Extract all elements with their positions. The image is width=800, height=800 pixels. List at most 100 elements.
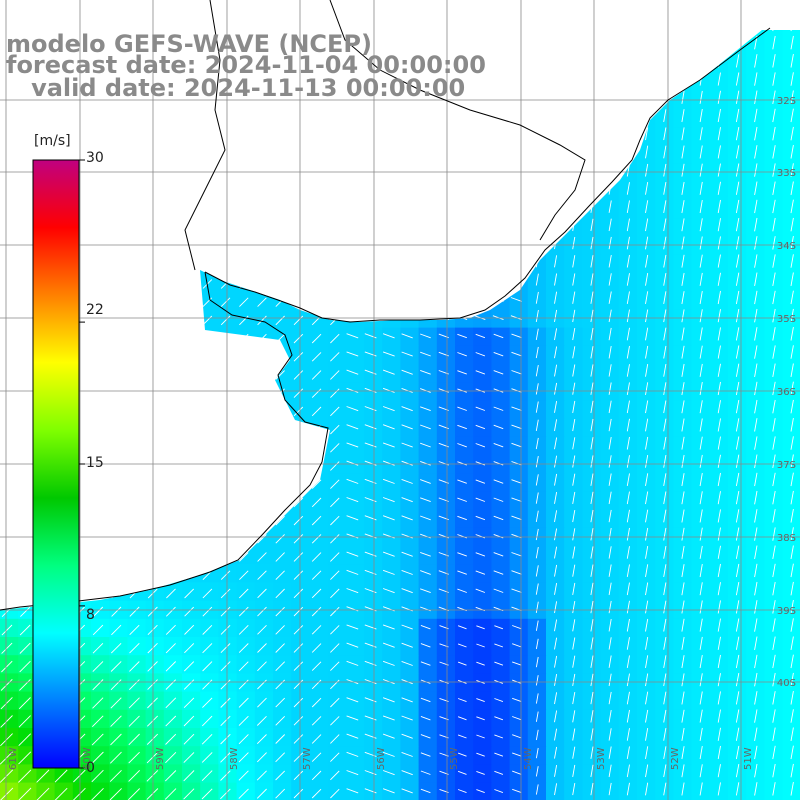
wind-arrow bbox=[790, 90, 794, 104]
lon-label: 52W bbox=[670, 747, 681, 770]
land-area bbox=[0, 0, 800, 610]
wind-arrow bbox=[1, 660, 13, 673]
wind-arrow bbox=[772, 126, 776, 141]
wind-arrow bbox=[572, 236, 576, 250]
wind-arrow bbox=[772, 418, 776, 432]
wind-arrow bbox=[663, 254, 667, 268]
wind-arrow bbox=[554, 655, 558, 668]
wind-arrow bbox=[293, 388, 304, 398]
wind-arrow bbox=[735, 327, 740, 341]
wind-arrow bbox=[590, 637, 594, 650]
wind-arrow bbox=[681, 145, 685, 159]
wind-arrow bbox=[626, 455, 630, 468]
wind-arrow bbox=[275, 315, 285, 326]
wind-arrow bbox=[364, 406, 377, 412]
wind-arrow bbox=[364, 551, 377, 557]
wind-arrow bbox=[330, 443, 340, 453]
wind-arrow bbox=[494, 698, 504, 703]
wind-arrow bbox=[554, 255, 558, 268]
wind-arrow bbox=[382, 770, 395, 776]
wind-arrow bbox=[717, 345, 721, 359]
wind-arrow bbox=[92, 661, 104, 672]
wind-arrow bbox=[420, 734, 431, 739]
wind-arrow bbox=[608, 509, 612, 523]
wind-arrow bbox=[772, 381, 776, 396]
wind-arrow bbox=[699, 145, 703, 159]
wind-arrow bbox=[735, 309, 740, 323]
wind-arrow bbox=[699, 418, 703, 432]
wind-arrow bbox=[790, 108, 794, 123]
wind-arrow bbox=[790, 381, 794, 396]
wind-arrow bbox=[257, 661, 267, 672]
wind-arrow bbox=[420, 788, 431, 794]
wind-arrow bbox=[608, 546, 612, 559]
wind-arrow bbox=[183, 679, 195, 690]
wind-arrow bbox=[772, 272, 776, 286]
wind-arrow bbox=[401, 569, 413, 575]
wind-arrow bbox=[772, 35, 776, 50]
wind-arrow bbox=[493, 497, 504, 502]
wind-arrow bbox=[663, 145, 667, 159]
wind-arrow bbox=[364, 333, 377, 339]
wind-arrow bbox=[626, 564, 630, 577]
wind-arrow bbox=[790, 327, 794, 341]
wind-arrow bbox=[346, 588, 359, 594]
wind-arrow bbox=[572, 382, 576, 395]
wind-arrow bbox=[275, 679, 286, 690]
wind-arrow bbox=[535, 401, 539, 413]
wind-arrow bbox=[330, 497, 340, 508]
wind-arrow bbox=[554, 419, 558, 432]
wind-arrow bbox=[681, 691, 685, 705]
wind-arrow bbox=[699, 163, 703, 177]
wind-arrow bbox=[681, 382, 685, 396]
wind-arrow bbox=[275, 643, 285, 653]
wind-arrow bbox=[608, 728, 612, 741]
wind-arrow bbox=[220, 715, 231, 727]
lon-label: 60W bbox=[82, 747, 93, 770]
wind-arrow bbox=[401, 751, 413, 757]
wind-arrow bbox=[220, 315, 231, 326]
wind-arrow bbox=[457, 789, 467, 794]
wind-arrow bbox=[420, 661, 431, 666]
wind-arrow bbox=[681, 636, 685, 650]
wind-arrow bbox=[238, 752, 249, 763]
wind-arrow bbox=[311, 479, 322, 489]
wind-arrow bbox=[717, 127, 721, 141]
wind-arrow bbox=[311, 625, 322, 635]
wind-arrow bbox=[663, 618, 667, 632]
wind-arrow bbox=[790, 363, 794, 377]
wind-arrow bbox=[572, 528, 576, 541]
wind-arrow bbox=[663, 637, 667, 650]
wind-arrow bbox=[645, 163, 649, 177]
wind-arrow bbox=[699, 564, 703, 578]
wind-arrow bbox=[735, 527, 740, 541]
wind-arrow bbox=[275, 734, 286, 744]
wind-arrow bbox=[663, 691, 667, 705]
lat-label: 40S bbox=[777, 678, 796, 689]
wind-arrow bbox=[420, 406, 431, 412]
wind-arrow bbox=[475, 406, 486, 411]
wind-arrow bbox=[790, 600, 794, 614]
wind-arrow bbox=[608, 418, 612, 432]
wind-arrow bbox=[754, 181, 758, 195]
wind-arrow bbox=[754, 490, 758, 505]
wind-arrow bbox=[754, 272, 758, 286]
wind-arrow bbox=[645, 637, 649, 650]
wind-arrow bbox=[608, 491, 612, 505]
lat-label: 38S bbox=[777, 533, 796, 544]
wind-arrow bbox=[257, 643, 267, 653]
wind-arrow bbox=[535, 419, 539, 431]
wind-arrow bbox=[146, 770, 159, 782]
wind-arrow bbox=[790, 54, 794, 68]
lat-label: 32S bbox=[777, 96, 796, 107]
wind-arrow bbox=[275, 570, 285, 580]
wind-arrow bbox=[109, 751, 122, 764]
wind-arrow bbox=[590, 236, 594, 250]
wind-arrow bbox=[330, 370, 340, 380]
wind-arrow bbox=[382, 588, 395, 594]
wind-arrow bbox=[645, 618, 649, 632]
wind-arrow bbox=[457, 734, 467, 739]
wind-arrow bbox=[790, 763, 794, 778]
wind-arrow bbox=[401, 387, 413, 393]
wind-arrow bbox=[201, 752, 213, 763]
